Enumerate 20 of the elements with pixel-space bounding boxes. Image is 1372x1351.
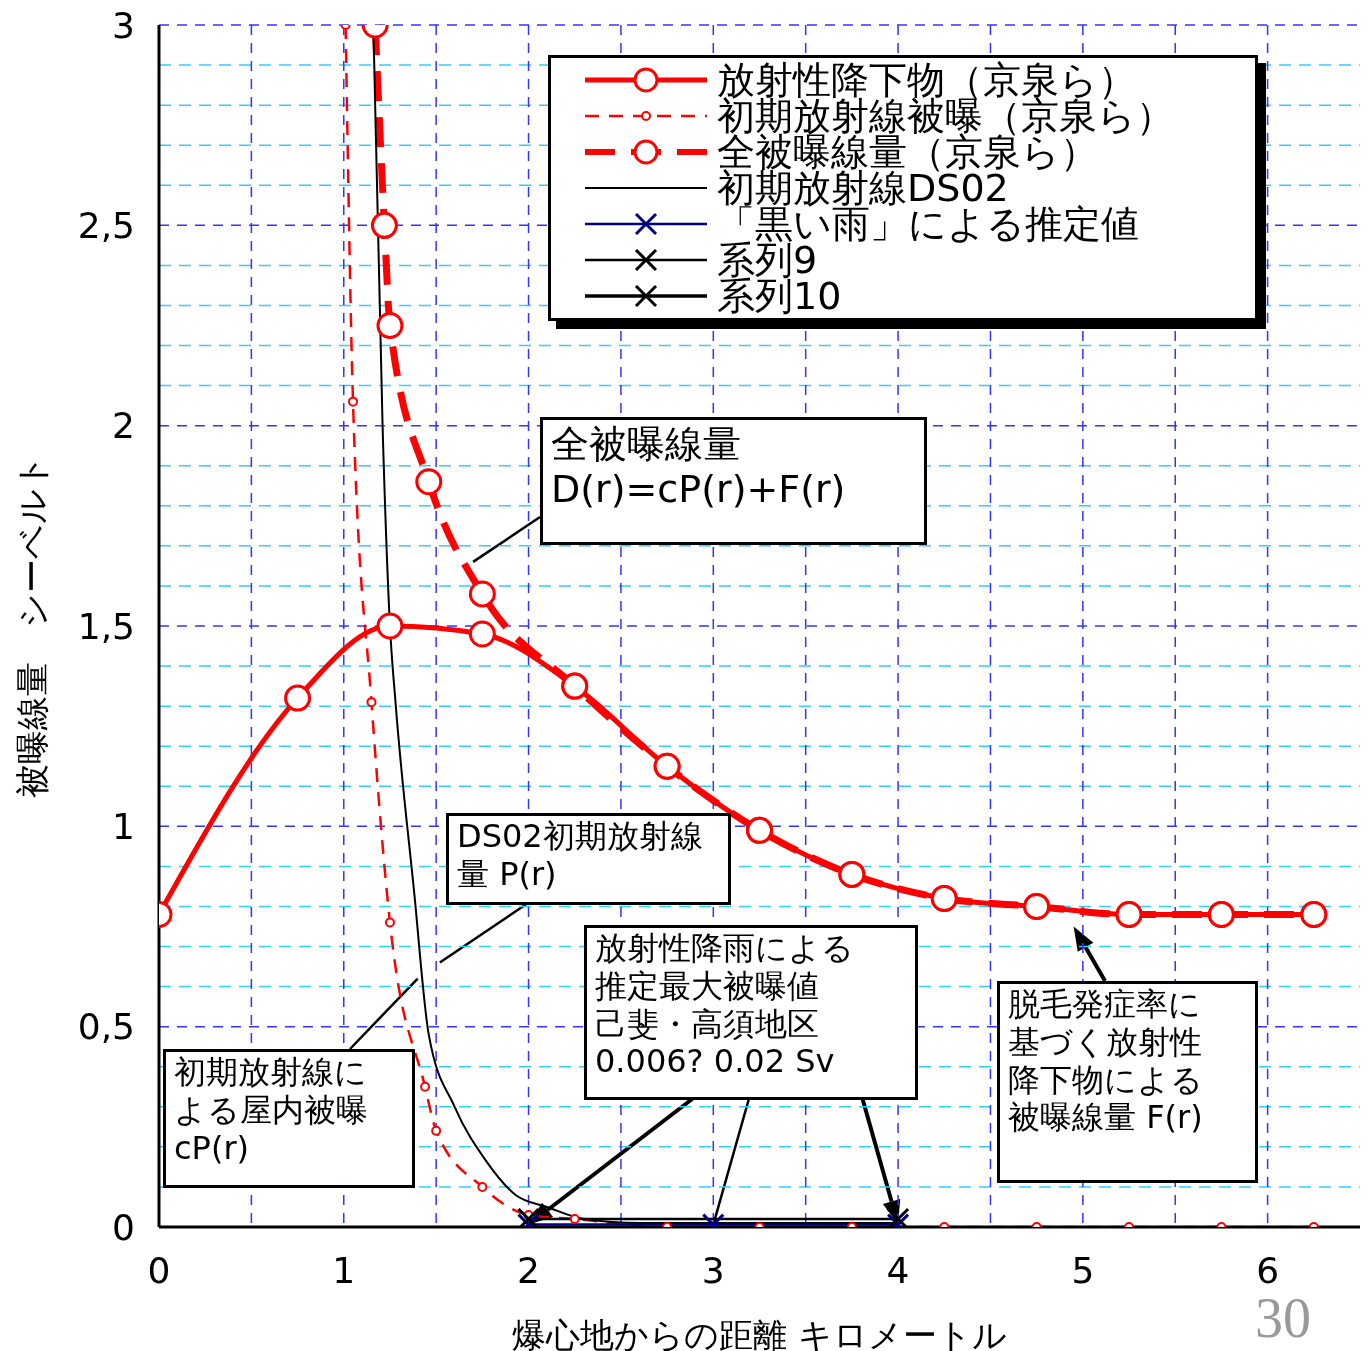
y-tick-label: 1,5: [77, 605, 135, 647]
annotation: 全被曝線量D(r)=cP(r)+F(r): [551, 422, 847, 512]
x-tick-label: 1: [332, 1249, 356, 1291]
annotation: 放射性降雨による推定最大被曝値己斐・高須地区0.006? 0.02 Sv: [595, 929, 855, 1081]
annotation: DS02初期放射線量 P(r): [457, 817, 704, 894]
y-tick-label: 2,5: [77, 205, 135, 247]
x-tick-label: 5: [1071, 1249, 1095, 1291]
y-tick-label: 3: [112, 4, 135, 46]
x-axis-title: 爆心地からの距離 キロメートル: [512, 1315, 1007, 1351]
x-tick-label: 4: [886, 1249, 910, 1291]
y-tick-label: 0: [112, 1206, 135, 1248]
x-tick-label: 3: [701, 1249, 725, 1291]
y-tick-label: 1: [112, 806, 135, 848]
y-tick-label: 2: [112, 405, 135, 447]
y-axis-title: 被曝線量 シーベルト: [12, 454, 53, 798]
x-tick-label: 2: [517, 1249, 540, 1291]
y-tick-label: 0,5: [77, 1006, 135, 1048]
annotation: 脱毛発症率に基づく放射性降下物による被曝線量 F(r): [1008, 985, 1204, 1137]
annotation: 初期放射線による屋内被曝cP(r): [174, 1053, 369, 1168]
x-tick-label: 0: [147, 1249, 171, 1291]
